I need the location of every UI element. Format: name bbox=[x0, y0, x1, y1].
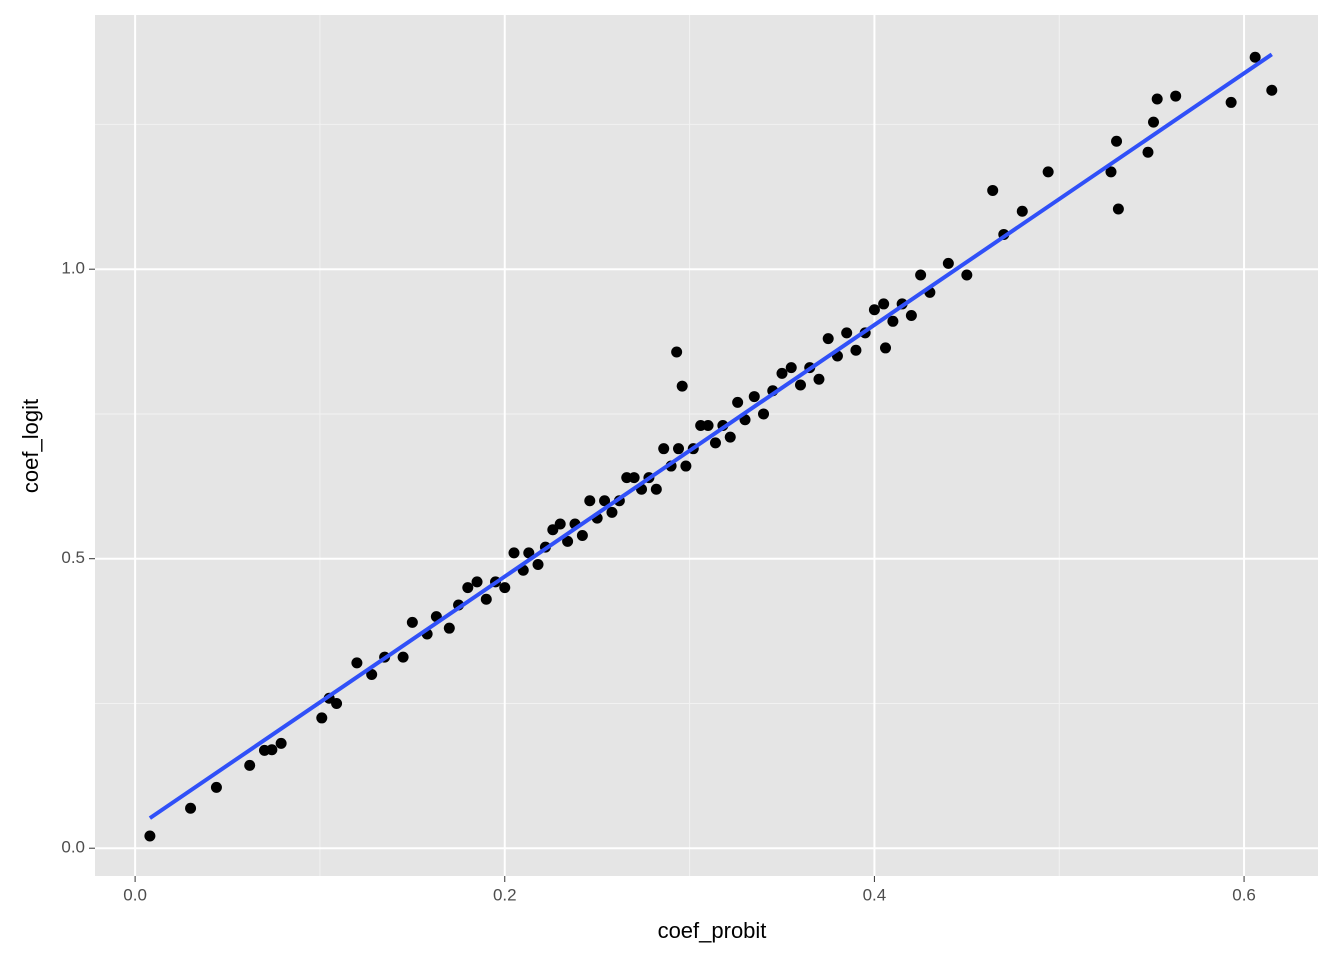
point bbox=[1111, 135, 1123, 147]
point bbox=[748, 391, 760, 403]
point bbox=[905, 310, 917, 322]
y-tick-label: 0.0 bbox=[61, 838, 85, 857]
point bbox=[584, 495, 596, 507]
point bbox=[275, 737, 287, 749]
point bbox=[523, 547, 535, 559]
point bbox=[1105, 166, 1117, 178]
point bbox=[671, 346, 683, 358]
point bbox=[606, 506, 618, 518]
point bbox=[680, 460, 692, 472]
point bbox=[210, 781, 222, 793]
point bbox=[785, 362, 797, 374]
point bbox=[576, 530, 588, 542]
point bbox=[1148, 116, 1160, 128]
point bbox=[185, 802, 197, 814]
point bbox=[480, 593, 492, 605]
panel bbox=[95, 15, 1318, 876]
x-tick-label: 0.0 bbox=[123, 885, 147, 904]
point bbox=[1142, 146, 1154, 158]
point bbox=[1266, 84, 1278, 96]
point bbox=[1151, 93, 1163, 105]
point bbox=[724, 431, 736, 443]
point bbox=[915, 269, 927, 281]
point bbox=[676, 380, 688, 392]
point bbox=[961, 269, 973, 281]
point bbox=[554, 518, 566, 530]
point bbox=[942, 257, 954, 269]
point bbox=[650, 483, 662, 495]
point bbox=[599, 495, 611, 507]
point bbox=[316, 712, 328, 724]
point bbox=[499, 582, 511, 594]
point bbox=[822, 333, 834, 345]
point bbox=[1112, 203, 1124, 215]
point bbox=[366, 669, 378, 681]
point bbox=[1249, 51, 1261, 63]
point bbox=[878, 298, 890, 310]
point bbox=[813, 373, 825, 385]
point bbox=[672, 443, 684, 455]
point bbox=[658, 443, 670, 455]
point bbox=[266, 744, 278, 756]
point bbox=[443, 622, 455, 634]
point bbox=[1170, 90, 1182, 102]
point bbox=[406, 616, 418, 628]
point bbox=[397, 651, 409, 663]
point bbox=[471, 576, 483, 588]
point bbox=[508, 547, 520, 559]
point bbox=[732, 396, 744, 408]
point bbox=[709, 437, 721, 449]
point bbox=[887, 315, 899, 327]
point bbox=[850, 344, 862, 356]
point bbox=[1225, 96, 1237, 108]
y-tick-label: 0.5 bbox=[61, 548, 85, 567]
point bbox=[144, 830, 156, 842]
point bbox=[331, 697, 343, 709]
y-axis-title: coef_logit bbox=[18, 399, 43, 493]
point bbox=[758, 408, 770, 420]
point bbox=[987, 184, 999, 196]
x-tick-label: 0.4 bbox=[863, 885, 887, 904]
x-tick-label: 0.6 bbox=[1232, 885, 1256, 904]
point bbox=[628, 472, 640, 484]
point bbox=[462, 582, 474, 594]
point bbox=[868, 304, 880, 316]
point bbox=[776, 367, 788, 379]
point bbox=[562, 535, 574, 547]
point bbox=[547, 524, 559, 536]
point bbox=[794, 379, 806, 391]
point bbox=[1016, 205, 1028, 217]
fit-line bbox=[148, 52, 1273, 820]
x-tick-label: 0.2 bbox=[493, 885, 517, 904]
y-tick-label: 1.0 bbox=[61, 259, 85, 278]
point bbox=[532, 558, 544, 570]
point bbox=[244, 759, 256, 771]
point bbox=[1042, 166, 1054, 178]
point bbox=[351, 657, 363, 669]
x-axis-title: coef_probit bbox=[658, 918, 767, 943]
point bbox=[880, 342, 892, 354]
point bbox=[702, 420, 714, 432]
point bbox=[841, 327, 853, 339]
